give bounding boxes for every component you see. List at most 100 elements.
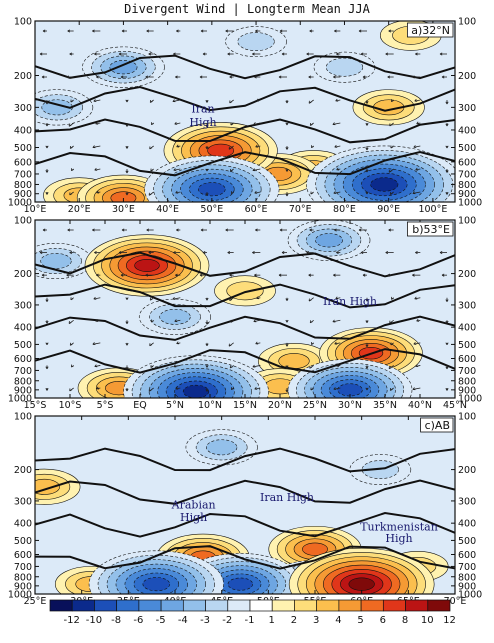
wind-arrow-head xyxy=(306,52,310,56)
wind-arrow-head xyxy=(414,98,418,102)
wind-arrow-head xyxy=(281,251,285,255)
wind-arrow-head xyxy=(227,52,231,56)
wind-arrow-head xyxy=(362,273,366,277)
wind-arrow-head xyxy=(96,386,100,390)
wind-arrow-head xyxy=(96,273,99,277)
wind-arrow-head xyxy=(285,169,289,172)
colorbar-label: 1 xyxy=(269,615,275,626)
colorbar-swatch xyxy=(94,599,118,612)
wind-arrow-head xyxy=(253,319,257,323)
x-tick-label: 80°E xyxy=(333,204,356,215)
y-tick-label: 300 xyxy=(458,300,476,311)
wind-arrow-head xyxy=(310,387,314,391)
annotation: High xyxy=(189,116,216,129)
wind-arrow-head xyxy=(309,228,313,232)
wind-arrow-head xyxy=(256,296,260,300)
wind-arrow-head xyxy=(205,146,209,150)
wind-arrow-head xyxy=(439,52,443,56)
wind-arrow-head xyxy=(125,99,129,103)
wind-arrow-head xyxy=(254,273,257,277)
contour-ring xyxy=(207,143,235,158)
y-tick-label: 900 xyxy=(458,189,476,200)
y-tick-label: 600 xyxy=(458,354,476,365)
wind-arrow-head xyxy=(45,192,49,195)
colorbar-label: -4 xyxy=(178,615,188,626)
wind-arrow-head xyxy=(174,121,178,125)
colorbar-label: 8 xyxy=(402,615,408,626)
wind-arrow-head xyxy=(231,387,234,391)
colorbar-swatch xyxy=(249,599,273,612)
colorbar-swatch xyxy=(338,599,362,612)
contour-ring xyxy=(302,542,328,556)
wind-arrow-head xyxy=(388,366,392,370)
wind-arrow-head xyxy=(149,297,153,301)
wind-arrow-head xyxy=(415,251,418,255)
wind-arrow-head xyxy=(365,101,369,104)
y-tick-label: 800 xyxy=(458,376,476,387)
y-tick-label: 400 xyxy=(14,323,32,334)
colorbar-label: -1 xyxy=(245,615,255,626)
wind-arrow-head xyxy=(205,168,209,172)
wind-arrow-head xyxy=(278,75,282,79)
field xyxy=(35,220,423,398)
colorbar-label: 2 xyxy=(291,615,297,626)
wind-arrow-head xyxy=(334,228,337,232)
x-tick-label: 15°N xyxy=(233,400,257,411)
x-tick-label: 35°N xyxy=(373,400,397,411)
x-tick-label: 10°E xyxy=(24,204,47,215)
wind-arrow-head xyxy=(41,273,45,277)
colorbar-swatch xyxy=(271,599,295,612)
wind-arrow-head xyxy=(252,168,256,172)
wind-arrow-head xyxy=(332,122,336,126)
y-tick-label: 500 xyxy=(14,143,32,154)
wind-arrow-head xyxy=(92,228,95,232)
wind-arrow-head xyxy=(388,169,392,173)
y-tick-label: 200 xyxy=(458,71,476,82)
wind-vectors xyxy=(39,228,449,393)
y-tick-label: 900 xyxy=(14,189,32,200)
x-tick-label: 70°E xyxy=(289,204,312,215)
wind-arrow-head xyxy=(173,364,177,368)
wind-arrow-head xyxy=(125,321,129,324)
wind-arrow-head xyxy=(125,342,129,346)
wind-arrow-head xyxy=(71,168,74,172)
field-cell xyxy=(288,547,435,594)
wind-arrow-head xyxy=(66,75,70,79)
contour-ring xyxy=(182,384,210,398)
wind-arrow-head xyxy=(39,251,43,255)
colorbar-label: -8 xyxy=(111,615,121,626)
wind-arrow-head xyxy=(125,367,129,370)
y-tick-label: 800 xyxy=(14,376,32,387)
wind-arrow-head xyxy=(445,192,449,195)
y-tick-label: 800 xyxy=(14,180,32,191)
wind-arrow-head xyxy=(69,145,73,149)
wind-arrow-head xyxy=(205,124,209,128)
x-tick-label: 30°E xyxy=(112,204,135,215)
zero-contour xyxy=(35,511,455,538)
y-tick-label: 900 xyxy=(14,385,32,396)
wind-arrow-head xyxy=(125,297,129,300)
field-cell xyxy=(35,89,94,126)
wind-arrow-head xyxy=(45,101,49,105)
wind-arrow-head xyxy=(45,299,49,302)
y-tick-label: 500 xyxy=(458,536,476,547)
field-cell xyxy=(144,155,280,202)
wind-arrow-head xyxy=(385,251,389,255)
colorbar-swatch xyxy=(116,599,140,612)
wind-arrow-head xyxy=(387,75,391,79)
x-tick-label: 5°S xyxy=(97,400,114,411)
colorbar-label: -2 xyxy=(222,615,232,626)
wind-arrow-head xyxy=(176,144,180,148)
wind-arrow-head xyxy=(176,341,180,345)
wind-arrow-head xyxy=(308,273,312,277)
wind-arrow-head xyxy=(145,273,149,277)
colorbar-label: 6 xyxy=(380,615,386,626)
wind-vectors xyxy=(39,29,449,197)
colorbar-swatch xyxy=(405,599,429,612)
wind-arrow-head xyxy=(150,168,154,172)
zero-contour xyxy=(35,447,455,473)
colorbar-label: 5 xyxy=(357,615,363,626)
